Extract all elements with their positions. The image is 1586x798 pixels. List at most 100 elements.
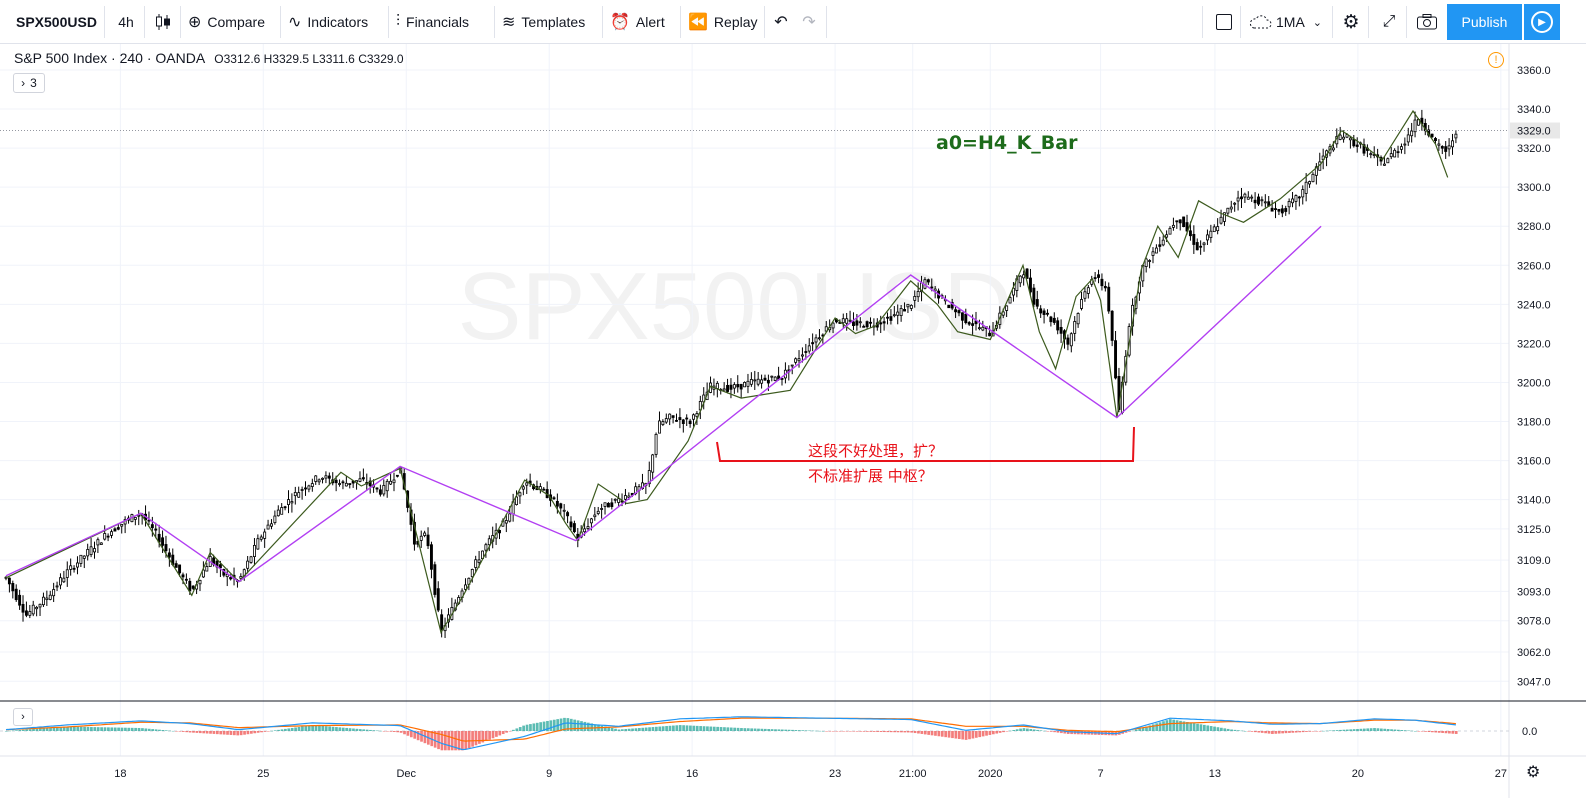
gear-icon[interactable]: ⚙ [1526,764,1541,781]
macd-histogram-bar [1124,731,1128,733]
candle-down [879,322,883,325]
compare-button[interactable]: ⊕ Compare [188,0,278,44]
candle-down [811,342,815,345]
macd-histogram-bar [549,720,553,731]
macd-histogram-bar [682,725,685,731]
replay-button[interactable]: ⏪ Replay [688,0,764,44]
macd-histogram-bar [1128,731,1131,732]
alert-button[interactable]: ⏰ Alert [610,0,678,44]
candle-up [389,480,393,485]
candle-up [600,508,604,510]
macd-histogram-bar [678,725,682,731]
macd-histogram-bar [893,731,896,733]
macd-histogram-bar [951,731,954,739]
templates-button[interactable]: ≋ Templates [502,0,600,44]
macd-histogram-bar [430,731,434,747]
fullscreen-button[interactable]: ⤢ [1376,0,1402,44]
price-tick-label: 3200.0 [1517,377,1551,389]
interval-label: 4h [118,14,134,30]
candle-down [341,481,345,484]
candle-up [1403,143,1407,146]
macd-histogram-bar [1407,730,1410,732]
symbol-search-button[interactable]: SPX500USD [8,0,108,44]
interval-button[interactable]: 4h [108,0,144,44]
macd-histogram-bar [876,731,879,732]
macd-histogram-bar [243,731,246,735]
macd-histogram-bar [447,731,451,751]
macd-histogram-bar [413,731,417,739]
candle-up [470,569,474,578]
macd-histogram-bar [15,730,18,731]
candle-up [249,556,253,563]
macd-histogram-bar [209,731,212,734]
candle-up [715,382,719,389]
macd-histogram-bar [1410,730,1414,732]
indicators-icon: ∿ [288,14,302,31]
macd-histogram-bar [311,725,314,731]
candle-down [191,585,195,589]
candle-up [909,304,913,309]
candle-up [848,319,852,322]
publish-button[interactable]: Publish [1447,4,1522,40]
macd-histogram-bar [672,725,675,731]
exclamation-icon[interactable]: ! [1488,52,1504,68]
candle-down [726,384,730,392]
macd-histogram-bar [719,727,723,731]
layout-button[interactable] [1210,0,1238,44]
candle-down [1056,320,1060,331]
candle-up [899,308,903,316]
candle-up [1294,195,1298,202]
macd-histogram-bar [35,728,39,731]
candlesticks [4,109,1458,638]
redo-button[interactable]: ↷ [798,0,820,44]
candle-up [314,475,318,482]
candle-down [283,506,287,509]
candle-up [1083,291,1087,299]
macd-histogram-bar [743,728,747,731]
undo-icon: ↶ [774,14,788,31]
candle-down [566,512,570,517]
indicators-button[interactable]: ∿ Indicators [288,0,386,44]
candle-down [1253,199,1257,204]
oscillator-toggle[interactable]: › [13,708,33,726]
candle-up [280,507,284,515]
candle-up [69,565,73,570]
chart-type-button[interactable] [146,0,180,44]
candle-up [1018,275,1022,284]
macd-histogram-bar [903,731,907,733]
candle-up [831,322,835,329]
indicators-toggle[interactable]: › 3 [13,73,45,93]
macd-histogram-bar [484,731,488,742]
save-layout-button[interactable]: 1MA ⌄ [1248,0,1330,44]
candle-down [1100,278,1104,287]
macd-histogram-bar [423,731,427,744]
macd-histogram-bar [1257,731,1261,733]
candle-down [862,325,866,328]
candle-down [855,320,859,326]
candle-down [1049,316,1053,323]
candle-up [55,585,59,588]
candle-down [960,312,964,321]
macd-histogram-bar [120,727,124,731]
alarm-clock-icon: ⏰ [610,14,630,31]
macd-histogram-bar [409,731,413,738]
macd-histogram-bar [93,727,97,731]
macd-histogram-bar [1369,728,1373,731]
play-button[interactable]: ▶ [1524,4,1560,40]
settings-button[interactable]: ⚙ [1338,0,1364,44]
candle-down [116,527,120,530]
candle-up [1086,287,1090,294]
undo-button[interactable]: ↶ [770,0,792,44]
snapshot-button[interactable] [1412,0,1442,44]
macd-histogram-bar [171,730,175,732]
candle-up [1447,145,1451,150]
financials-button[interactable]: ⫶ Financials [396,0,496,44]
macd-histogram-bar [774,729,777,731]
macd-histogram-bar [457,731,461,751]
candle-down [886,316,889,319]
candle-up [668,413,672,420]
macd-histogram-bar [1386,729,1390,731]
candle-up [464,584,467,590]
candle-up [1022,274,1026,279]
